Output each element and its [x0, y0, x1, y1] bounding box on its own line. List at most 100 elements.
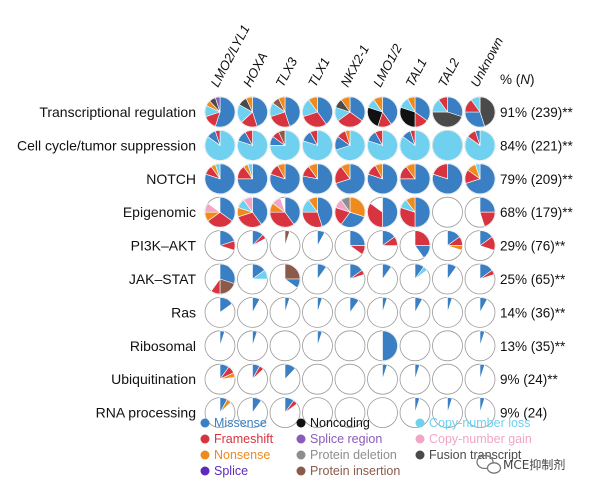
pie-slice-frameshift — [214, 130, 221, 146]
pie-slice-frameshift — [399, 207, 416, 228]
pie-slice-missense — [382, 96, 398, 125]
pie-background — [302, 397, 333, 429]
row-label-rna-processing: RNA processing — [96, 405, 196, 421]
pie-slice-frameshift — [374, 130, 383, 146]
pie-background — [334, 363, 366, 395]
pie-transcriptional-regulation-unknown — [464, 96, 496, 128]
percent-label-rna-processing: 9% (24) — [500, 406, 547, 421]
row-label-notch: NOTCH — [146, 171, 196, 187]
row-label-transcriptional-regulation: Transcriptional regulation — [39, 104, 196, 120]
row-label-cell-cycle-tumor-suppression: Cell cycle/tumor suppression — [17, 137, 196, 153]
percent-label-ribosomal: 13% (35)** — [500, 339, 566, 354]
pie-slice-nonsense — [340, 163, 351, 180]
pie-rna-processing-lmo1-2 — [367, 397, 398, 429]
pie-slice-frameshift — [284, 400, 298, 413]
legend-swatch — [296, 450, 306, 460]
pie-background — [269, 330, 301, 362]
pie-slice-protein-insertion — [284, 263, 301, 280]
pie-ubiquitination-unknown — [464, 363, 496, 395]
pie-transcriptional-regulation-tal2 — [432, 96, 463, 128]
pie-ras-lmo2-lyl1 — [204, 296, 236, 328]
pie-background — [302, 363, 333, 395]
column-label-tal1: TAL1 — [402, 56, 429, 90]
pie-slice-nonsense — [405, 196, 416, 214]
pie-cell-cycle-tumor-suppression-unknown — [464, 129, 496, 161]
pie-slice-missense — [284, 363, 296, 380]
legend-item-fusion: Fusion transcript — [415, 448, 522, 462]
pie-transcriptional-regulation-tlx1 — [302, 96, 333, 128]
pie-ras-tlx1 — [302, 296, 333, 328]
pie-transcriptional-regulation-lmo1-2 — [367, 96, 398, 128]
pie-slice-cn-gain — [272, 197, 286, 213]
pie-slice-cn-loss — [414, 266, 428, 280]
pie-jak-stat-tlx1 — [302, 263, 333, 295]
pie-jak-stat-lmo1-2 — [367, 263, 398, 295]
pie-epigenomic-hoxa — [237, 196, 268, 228]
pie-slice-cn-loss — [214, 163, 221, 179]
pie-transcriptional-regulation-lmo2-lyl1 — [204, 96, 236, 128]
legend-item-protein-deletion: Protein deletion — [296, 448, 397, 462]
pie-slice-missense — [447, 297, 453, 313]
pie-rna-processing-hoxa — [237, 397, 268, 429]
pie-slice-noncoding — [399, 106, 416, 128]
pie-slice-missense — [382, 263, 392, 280]
pie-transcriptional-regulation-tlx3 — [269, 96, 301, 128]
pie-slice-missense — [474, 130, 481, 146]
pie-slice-cn-loss — [251, 269, 268, 280]
row-label-ubiquitination: Ubiquitination — [111, 371, 196, 387]
legend: Missense Frameshift Nonsense Splice Noncodin… — [200, 416, 532, 478]
pie-rna-processing-tal1 — [399, 397, 431, 429]
pie-slice-frameshift — [337, 111, 363, 128]
pie-slice-missense — [414, 96, 431, 122]
pie-slice-missense — [317, 196, 333, 227]
legend-label: Missense — [214, 416, 267, 430]
pie-grid — [204, 96, 496, 429]
pie-slice-missense — [317, 263, 327, 280]
pie-pi3k-akt-nkx2-1 — [334, 230, 366, 262]
pie-epigenomic-nkx2-1 — [334, 196, 366, 228]
pie-slice-frameshift — [479, 236, 496, 251]
legend-label: Copy-number gain — [429, 432, 532, 446]
pie-slice-cn-loss — [474, 163, 481, 179]
pie-background — [334, 397, 366, 429]
pie-slice-nonsense — [407, 96, 416, 113]
pie-slice-frameshift — [244, 130, 253, 146]
legend-item-noncoding: Noncoding — [296, 416, 370, 430]
pie-slice-missense — [399, 163, 431, 195]
pie-slice-missense — [284, 196, 301, 225]
pie-slice-missense — [302, 163, 333, 195]
pie-ras-tal1 — [399, 296, 431, 328]
legend-label: Fusion transcript — [429, 448, 522, 462]
pie-rna-processing-tal2 — [432, 397, 463, 429]
pie-cell-cycle-tumor-suppression-hoxa — [237, 129, 268, 161]
pie-rna-processing-nkx2-1 — [334, 397, 366, 429]
pie-slice-nonsense — [374, 163, 383, 179]
pie-ras-tlx3 — [269, 296, 301, 328]
pie-ras-unknown — [464, 296, 496, 328]
pie-slice-frameshift — [367, 202, 383, 228]
pie-background — [432, 196, 463, 228]
pie-jak-stat-tlx3 — [269, 263, 301, 295]
percent-label-notch: 79% (209)** — [500, 172, 574, 187]
pie-background — [334, 330, 366, 362]
pie-ribosomal-tal1 — [399, 330, 431, 362]
row-labels: Transcriptional regulation Cell cycle/tum… — [17, 104, 196, 421]
percent-label-pi3k-akt: 29% (76)** — [500, 239, 566, 254]
pie-slice-missense — [349, 230, 366, 246]
pie-slice-missense — [219, 196, 236, 222]
pie-notch-tlx3 — [269, 163, 301, 195]
pie-transcriptional-regulation-nkx2-1 — [334, 96, 366, 128]
pie-ras-hoxa — [237, 296, 268, 328]
pie-slice-missense — [447, 263, 457, 280]
pie-slice-frameshift — [302, 211, 323, 228]
column-label-lmo1-2: LMO1/2 — [370, 41, 405, 90]
pie-slice-missense — [447, 397, 453, 413]
column-label-tlx3: TLX3 — [272, 54, 300, 89]
pie-notch-unknown — [464, 163, 496, 195]
pie-epigenomic-tal1 — [399, 196, 431, 228]
pie-slice-nonsense — [373, 96, 383, 113]
pie-slice-missense — [284, 297, 291, 313]
pie-cell-cycle-tumor-suppression-tal2 — [432, 129, 463, 161]
pie-slice-nonsense — [219, 399, 232, 413]
